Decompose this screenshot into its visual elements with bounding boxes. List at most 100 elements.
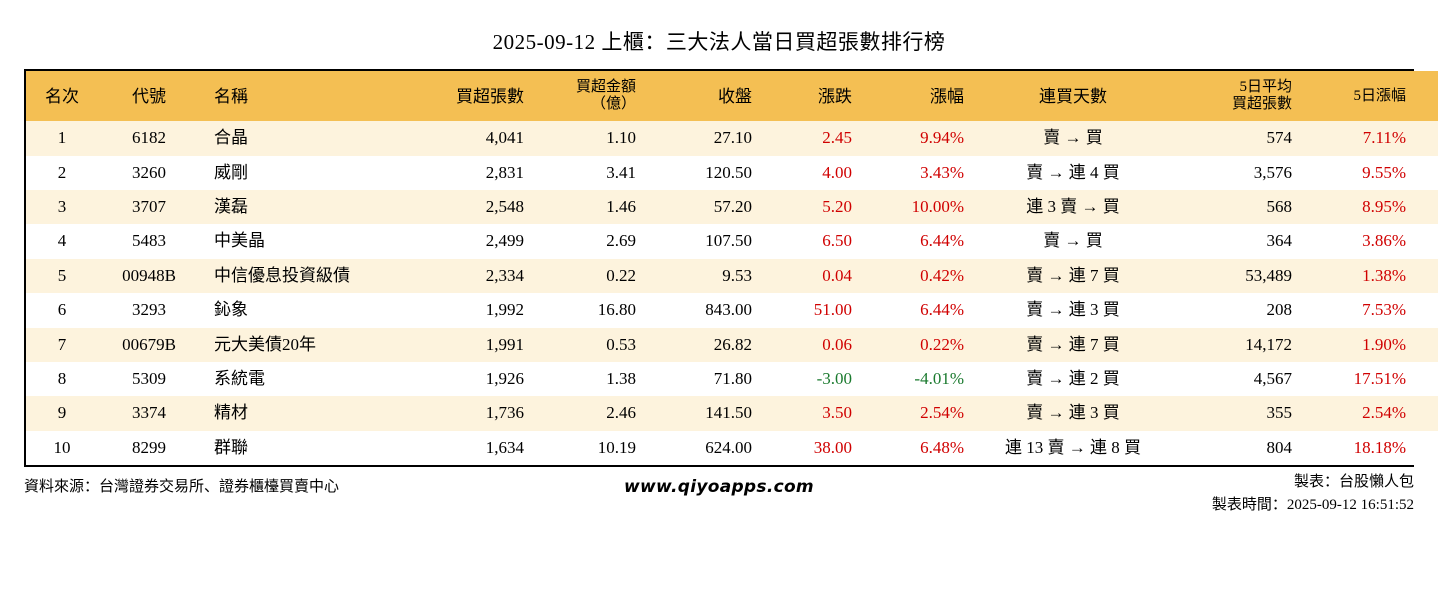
- table-row[interactable]: 3 3707 漢磊 2,548 1.46 57.20 5.20 10.00% 連 3 賣 → 買…: [26, 189, 1438, 225]
- cell-avg10: 353: [1416, 224, 1438, 259]
- cell-code: 3374: [98, 396, 200, 431]
- cell-rank: 8: [26, 361, 98, 397]
- cell-buy-amount: 10.19: [534, 430, 646, 466]
- cell-buy-volume: 1,991: [400, 327, 534, 362]
- column-header-avg5-line2: 買超張數: [1231, 96, 1292, 113]
- table-row[interactable]: 7 00679B 元大美債20年 1,991 0.53 26.82 0.06 0.22% 賣 →…: [26, 327, 1438, 362]
- cell-avg5: 53,489: [1172, 258, 1302, 294]
- cell-buy-amount: 3.41: [534, 155, 646, 190]
- table-row[interactable]: 8 5309 系統電 1,926 1.38 71.80 -3.00 -4.01% 賣 → 連 2…: [26, 361, 1438, 397]
- cell-pct5: 3.86%: [1302, 224, 1416, 259]
- cell-change-pct: 6.48%: [862, 430, 974, 466]
- cell-streak: 連 3 賣 → 買: [974, 189, 1172, 225]
- cell-buy-volume: 1,992: [400, 293, 534, 328]
- table-body: 1 6182 合晶 4,041 1.10 27.10 2.45 9.94% 賣 → 買 574 7.…: [26, 121, 1438, 466]
- table-row[interactable]: 2 3260 威剛 2,831 3.41 120.50 4.00 3.43% 賣 → 連 4 買…: [26, 155, 1438, 190]
- cell-avg10: 586: [1416, 189, 1438, 225]
- table-row[interactable]: 1 6182 合晶 4,041 1.10 27.10 2.45 9.94% 賣 → 買 574 7.…: [26, 121, 1438, 156]
- cell-buy-volume: 1,634: [400, 430, 534, 466]
- table-row[interactable]: 10 8299 群聯 1,634 10.19 624.00 38.00 6.48% 連 13 賣…: [26, 430, 1438, 466]
- cell-close: 26.82: [646, 327, 762, 362]
- cell-streak: 賣 → 連 3 買: [974, 396, 1172, 431]
- cell-code: 5483: [98, 224, 200, 259]
- cell-change: 0.06: [762, 327, 862, 362]
- footer-author: 製表：台股懶人包: [1293, 474, 1414, 491]
- cell-code: 8299: [98, 430, 200, 466]
- cell-close: 843.00: [646, 293, 762, 328]
- cell-name: 合晶: [200, 121, 400, 156]
- table-row[interactable]: 5 00948B 中信優息投資級債 2,334 0.22 9.53 0.04 0.42% 賣 →…: [26, 258, 1438, 294]
- cell-close: 57.20: [646, 189, 762, 225]
- cell-code: 3260: [98, 155, 200, 190]
- cell-close: 624.00: [646, 430, 762, 466]
- cell-avg5: 364: [1172, 224, 1302, 259]
- column-header-avg5: 5日平均 買超張數: [1172, 71, 1302, 122]
- cell-pct5: 8.95%: [1302, 189, 1416, 225]
- cell-close: 120.50: [646, 155, 762, 190]
- cell-close: 9.53: [646, 258, 762, 294]
- footer-website: www.qiyoapps.com: [624, 477, 814, 498]
- cell-avg10: 221: [1416, 396, 1438, 431]
- cell-avg10: 27,519: [1416, 258, 1438, 294]
- cell-pct5: 9.55%: [1302, 155, 1416, 190]
- cell-change-pct: 10.00%: [862, 189, 974, 225]
- cell-buy-volume: 1,736: [400, 396, 534, 431]
- table-header: 名次 代號 名稱 買超張數 買超金額 （億） 收盤 漲跌 漲幅 連買天數 5日平…: [26, 71, 1438, 122]
- cell-avg5: 14,172: [1172, 327, 1302, 362]
- cell-buy-amount: 2.46: [534, 396, 646, 431]
- column-header-avg10-line1: 10日平均: [1426, 79, 1438, 96]
- column-header-change: 漲跌: [762, 71, 862, 122]
- cell-code: 00948B: [98, 258, 200, 294]
- cell-pct5: 1.90%: [1302, 327, 1416, 362]
- cell-name: 系統電: [200, 361, 400, 397]
- cell-streak: 賣 → 連 2 買: [974, 361, 1172, 397]
- footer: 資料來源：台灣證券交易所、證券櫃檯買賣中心 www.qiyoapps.com 製…: [24, 467, 1414, 529]
- column-header-pct5: 5日漲幅: [1302, 71, 1416, 122]
- cell-name: 中美晶: [200, 224, 400, 259]
- table-row[interactable]: 6 3293 鈊象 1,992 16.80 843.00 51.00 6.44% 賣 → 連 3…: [26, 293, 1438, 328]
- ranking-table: 名次 代號 名稱 買超張數 買超金額 （億） 收盤 漲跌 漲幅 連買天數 5日平…: [26, 71, 1438, 466]
- cell-buy-volume: 2,548: [400, 189, 534, 225]
- cell-name: 威剛: [200, 155, 400, 190]
- cell-rank: 1: [26, 121, 98, 156]
- column-header-close: 收盤: [646, 71, 762, 122]
- table-row[interactable]: 9 3374 精材 1,736 2.46 141.50 3.50 2.54% 賣 → 連 3 買…: [26, 396, 1438, 431]
- column-header-streak: 連買天數: [974, 71, 1172, 122]
- cell-buy-amount: 2.69: [534, 224, 646, 259]
- cell-code: 3293: [98, 293, 200, 328]
- cell-name: 鈊象: [200, 293, 400, 328]
- cell-pct5: 7.53%: [1302, 293, 1416, 328]
- cell-streak: 賣 → 買: [974, 224, 1172, 259]
- footer-meta: 製表：台股懶人包 製表時間：2025-09-12 16:51:52: [1212, 471, 1414, 516]
- cell-change-pct: 9.94%: [862, 121, 974, 156]
- cell-avg10: 10,671: [1416, 327, 1438, 362]
- cell-avg5: 574: [1172, 121, 1302, 156]
- cell-pct5: 1.38%: [1302, 258, 1416, 294]
- cell-code: 5309: [98, 361, 200, 397]
- cell-change: 6.50: [762, 224, 862, 259]
- cell-buy-amount: 0.22: [534, 258, 646, 294]
- column-header-buy-amount-line1: 買超金額: [575, 79, 636, 95]
- cell-close: 141.50: [646, 396, 762, 431]
- cell-buy-amount: 1.38: [534, 361, 646, 397]
- cell-code: 3707: [98, 189, 200, 225]
- cell-avg5: 4,567: [1172, 361, 1302, 397]
- column-header-avg10: 10日平均 買超張數: [1416, 71, 1438, 122]
- cell-avg10: 423: [1416, 430, 1438, 466]
- cell-buy-amount: 16.80: [534, 293, 646, 328]
- cell-change-pct: 6.44%: [862, 293, 974, 328]
- table-row[interactable]: 4 5483 中美晶 2,499 2.69 107.50 6.50 6.44% 賣 → 買 364…: [26, 224, 1438, 259]
- cell-rank: 6: [26, 293, 98, 328]
- cell-streak: 賣 → 連 3 買: [974, 293, 1172, 328]
- column-header-buy-amount-line2: （億）: [590, 96, 636, 113]
- cell-buy-volume: 4,041: [400, 121, 534, 156]
- cell-rank: 3: [26, 189, 98, 225]
- cell-avg5: 3,576: [1172, 155, 1302, 190]
- cell-change: -3.00: [762, 361, 862, 397]
- cell-change-pct: 6.44%: [862, 224, 974, 259]
- cell-streak: 連 13 賣 → 連 8 買: [974, 430, 1172, 466]
- column-header-rank: 名次: [26, 71, 98, 122]
- cell-rank: 9: [26, 396, 98, 431]
- cell-change: 51.00: [762, 293, 862, 328]
